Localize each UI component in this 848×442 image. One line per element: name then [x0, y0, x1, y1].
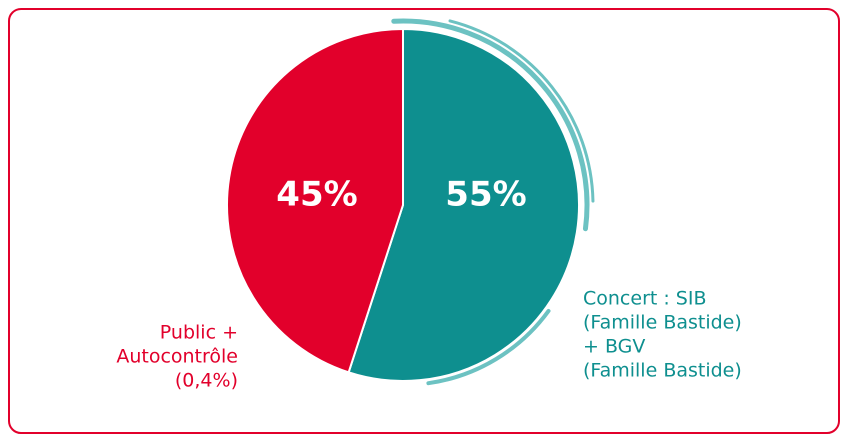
swoosh-arc [391, 18, 590, 232]
pie-slice [347, 27, 580, 382]
data-label: 55% [445, 175, 526, 215]
pie-slice [226, 27, 404, 374]
category-label: (Famille Bastide) [583, 312, 742, 334]
category-label: (0,4%) [175, 370, 238, 392]
swoosh-arc [426, 308, 551, 386]
swoosh-arc [448, 19, 595, 203]
category-label: Autocontrôle [116, 346, 238, 368]
category-label: (Famille Bastide) [583, 360, 742, 382]
swoosh [391, 18, 595, 386]
category-label: Public + [160, 322, 238, 344]
category-label: Concert : SIB [583, 288, 707, 310]
category-label: + BGV [583, 336, 645, 358]
data-label: 45% [276, 175, 357, 215]
